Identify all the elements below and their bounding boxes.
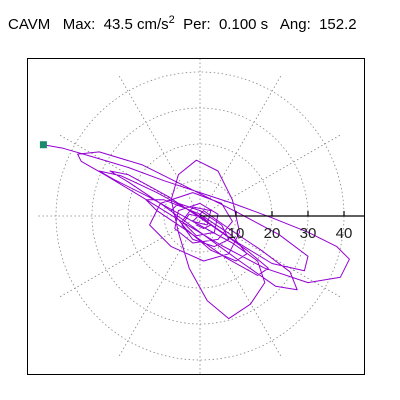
tick-label-40: 40 <box>336 225 353 242</box>
max-value: 43.5 cm/s <box>103 16 169 33</box>
period-value: 0.100 s <box>218 16 269 33</box>
grid-spoke-120 <box>118 75 201 217</box>
app-label: CAVM <box>8 16 51 33</box>
grid-spoke-240 <box>118 215 201 357</box>
chart-header: CAVM Max: 43.5 cm/s2 Per: 0.100 s Ang: 1… <box>8 14 357 33</box>
grid-spoke-210 <box>59 215 201 298</box>
max-label: Max: <box>62 16 96 33</box>
angle-label: Ang: <box>279 16 311 33</box>
tick-label-30: 30 <box>300 225 317 242</box>
series-trace <box>43 144 350 320</box>
plot-frame: 10 20 30 40 <box>27 58 365 375</box>
tick-label-20: 20 <box>264 225 281 242</box>
max-marker <box>39 141 47 149</box>
max-exponent: 2 <box>168 14 175 26</box>
period-label: Per: <box>183 16 211 33</box>
grid-spoke-30 <box>199 134 341 217</box>
tick-label-10: 10 <box>228 225 245 242</box>
grid-spoke-300 <box>199 215 282 357</box>
polar-chart: 10 20 30 40 <box>38 59 364 374</box>
angle-value: 152.2 <box>319 16 357 33</box>
grid-spoke-60 <box>199 75 282 217</box>
